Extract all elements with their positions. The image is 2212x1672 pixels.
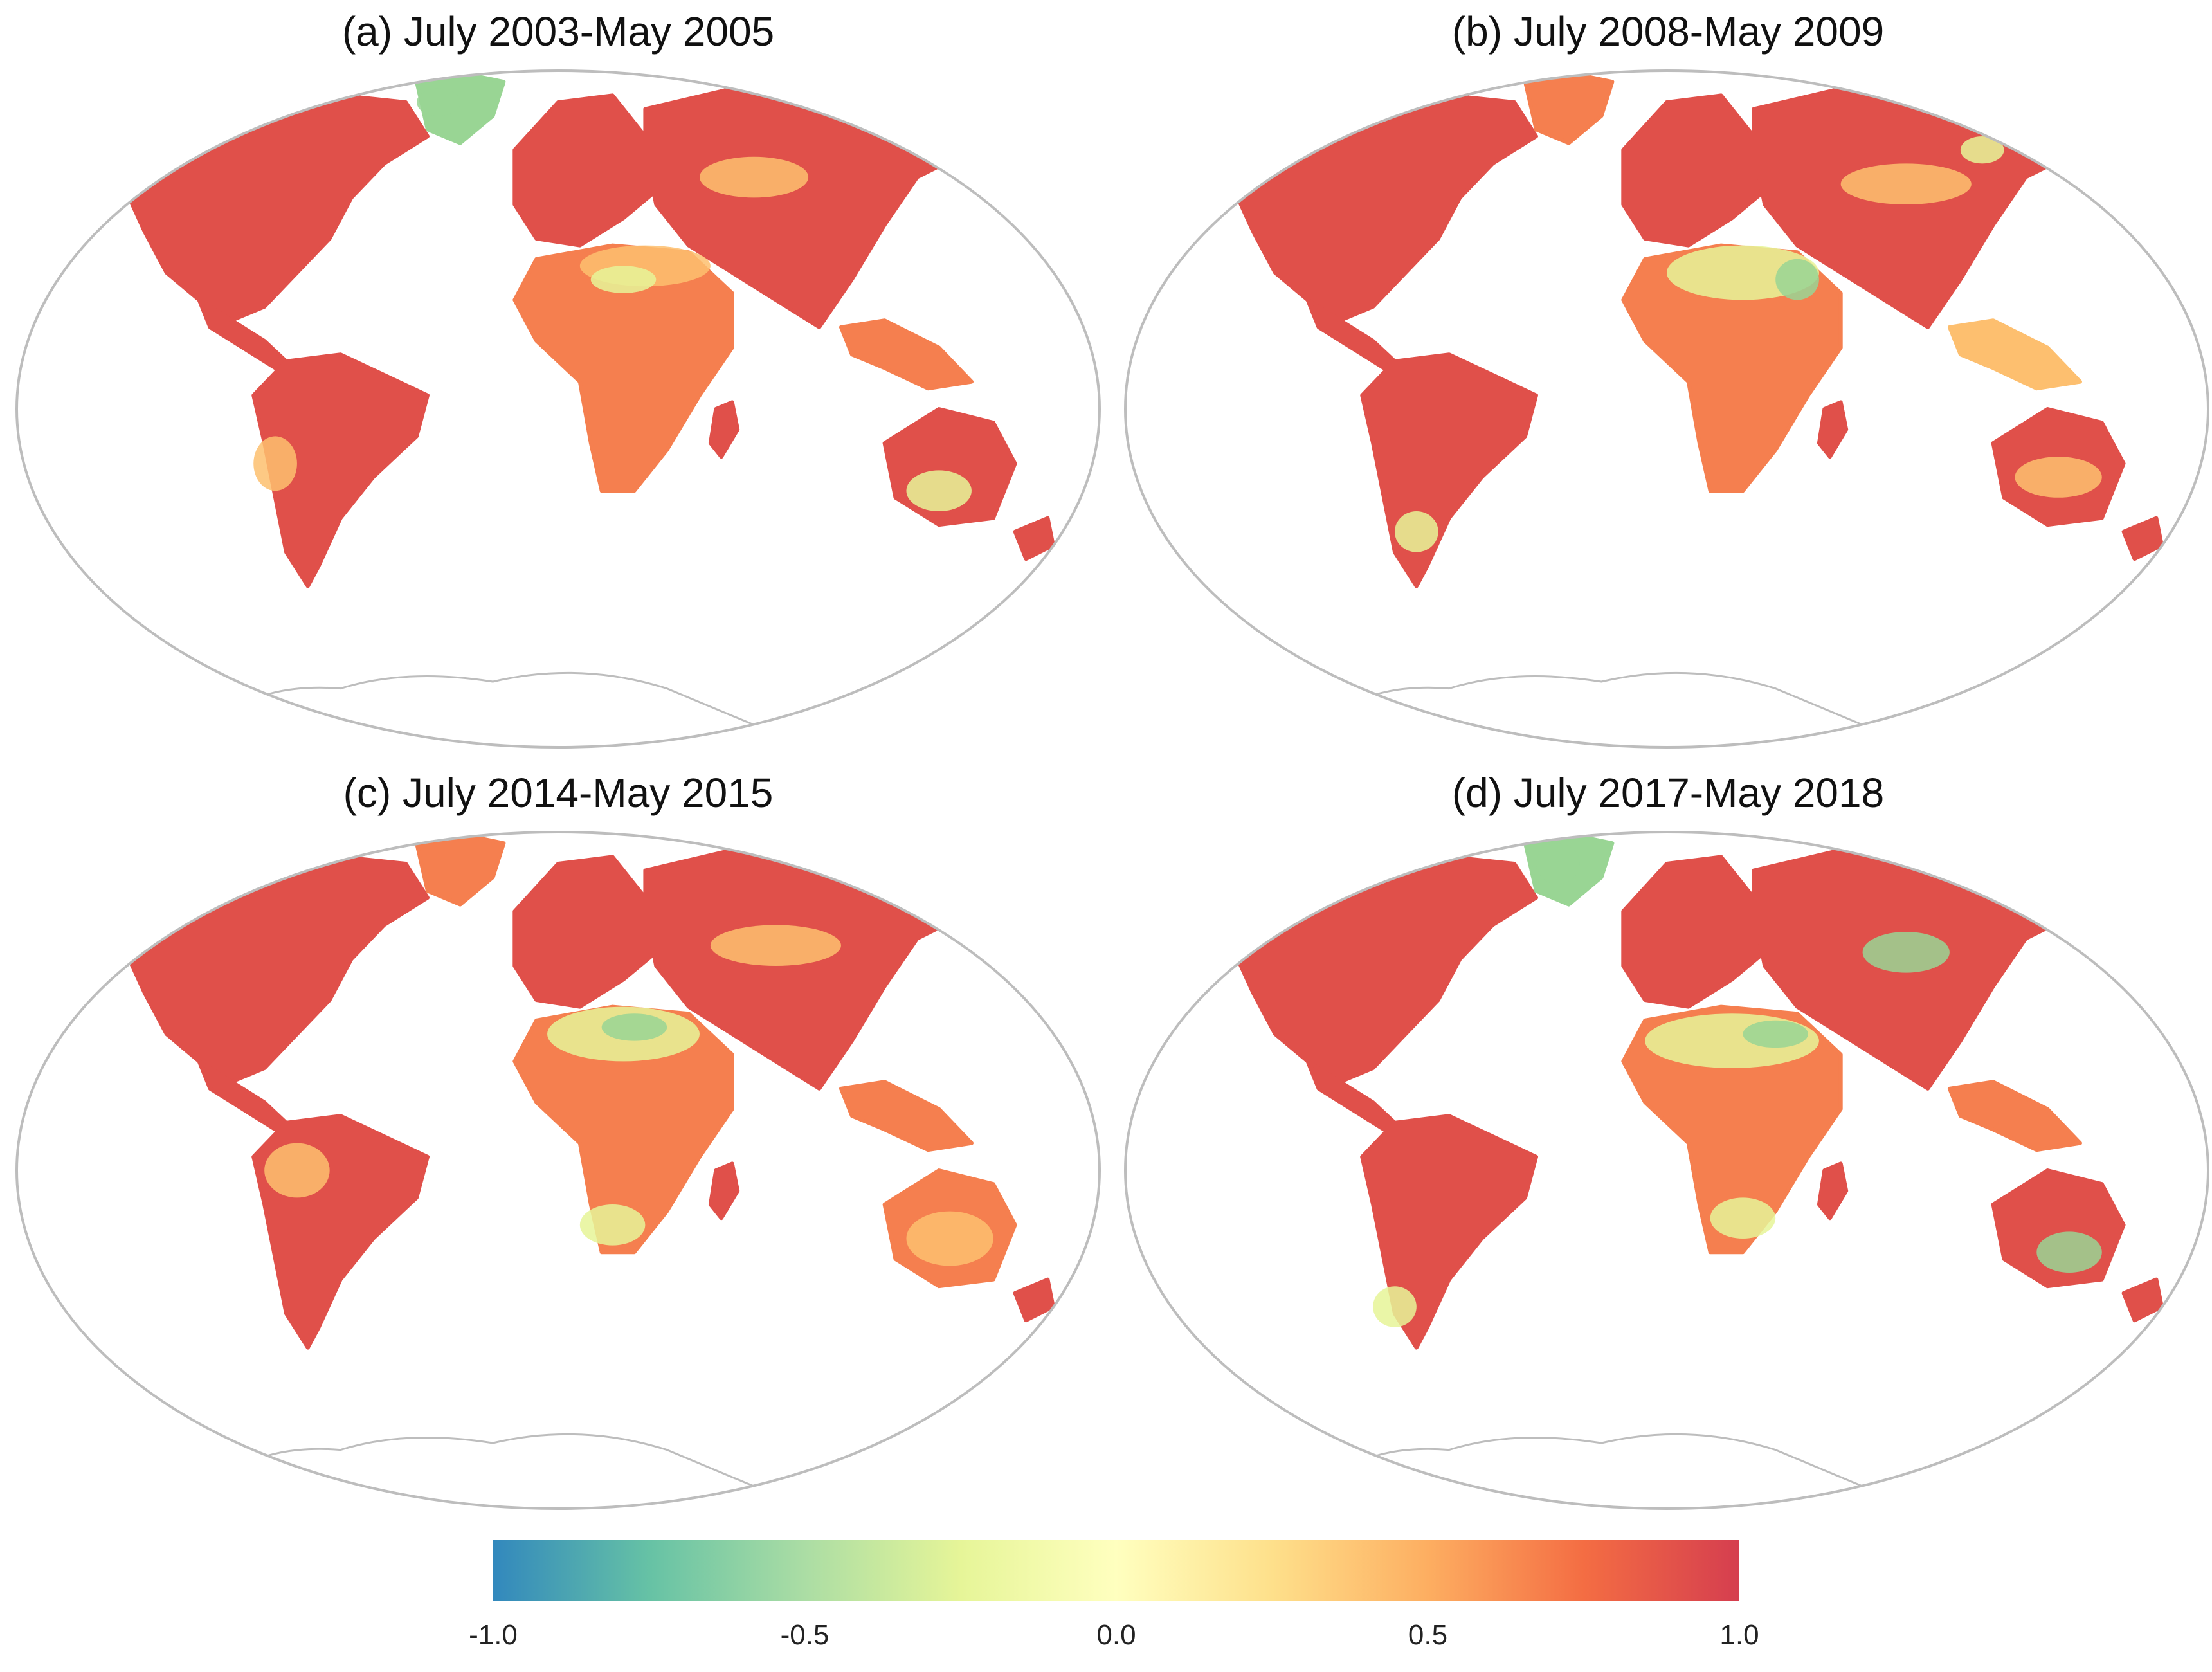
world-map [15,69,1101,749]
panel-title: (c) July 2014-May 2015 [343,770,774,816]
value-patch [1862,932,1950,973]
world-map [15,831,1101,1510]
antarctica-outline [1318,671,1907,744]
landmass-africa [512,1004,734,1255]
value-patch [1840,163,1972,204]
value-patch [699,156,809,198]
antarctica-outline [209,1433,798,1505]
colorbar [493,1540,1739,1601]
value-patch [579,1204,646,1246]
value-patch [601,1013,667,1041]
landmass-europe [512,855,658,1009]
legend-tick-label: -0.5 [780,1619,830,1651]
value-patch [1710,1197,1776,1239]
landmass-greenland [1523,73,1615,145]
world-map [1124,69,2209,749]
value-patch [2015,457,2102,498]
landmass-greenland [415,834,506,907]
value-patch [1373,1286,1417,1327]
landmass-northAmerica [99,855,430,1084]
value-patch [264,1143,330,1198]
legend-tick-label: 1.0 [1719,1619,1759,1651]
landmass-southAmerica [1360,352,1538,588]
value-patch [590,266,657,293]
value-patch [253,436,297,491]
landmass-europe [1621,93,1767,248]
value-patch [1775,259,1819,300]
value-patch [1960,136,2004,164]
panel-title: (b) July 2008-May 2009 [1451,8,1885,55]
value-patch [710,925,841,966]
value-patch [1536,843,1580,884]
value-patch [1395,511,1438,552]
landmass-northAmerica [99,93,430,323]
landmass-seAsia [839,318,974,391]
value-patch [906,1211,993,1266]
value-patch [2036,1231,2102,1273]
map-outline [15,69,1101,749]
world-map [1124,831,2209,1510]
panel-title: (a) July 2003-May 2005 [341,8,775,55]
landmass-seAsia [839,1080,974,1152]
landmass-madagascar [708,400,740,459]
legend-tick-label: -1.0 [469,1619,518,1651]
landmass-seAsia [1947,1080,2082,1152]
value-patch [1743,1020,1808,1048]
map-outline [1124,69,2209,749]
map-outline [15,831,1101,1510]
landmass-madagascar [708,1161,740,1221]
value-patch [906,470,972,511]
legend-tick-label: 0.5 [1408,1619,1448,1651]
landmass-northAmerica [1208,855,1538,1084]
antarctica-outline [209,671,798,744]
landmass-northAmerica [1208,93,1538,323]
landmass-seAsia [1947,318,2082,391]
panel-title: (d) July 2017-May 2018 [1451,770,1885,816]
map-outline [1124,831,2209,1510]
landmass-europe [512,93,658,248]
landmass-madagascar [1817,400,1849,459]
legend-tick-label: 0.0 [1096,1619,1136,1651]
antarctica-outline [1318,1433,1907,1505]
landmass-europe [1621,855,1767,1009]
value-patch [417,88,460,116]
landmass-madagascar [1817,1161,1849,1221]
